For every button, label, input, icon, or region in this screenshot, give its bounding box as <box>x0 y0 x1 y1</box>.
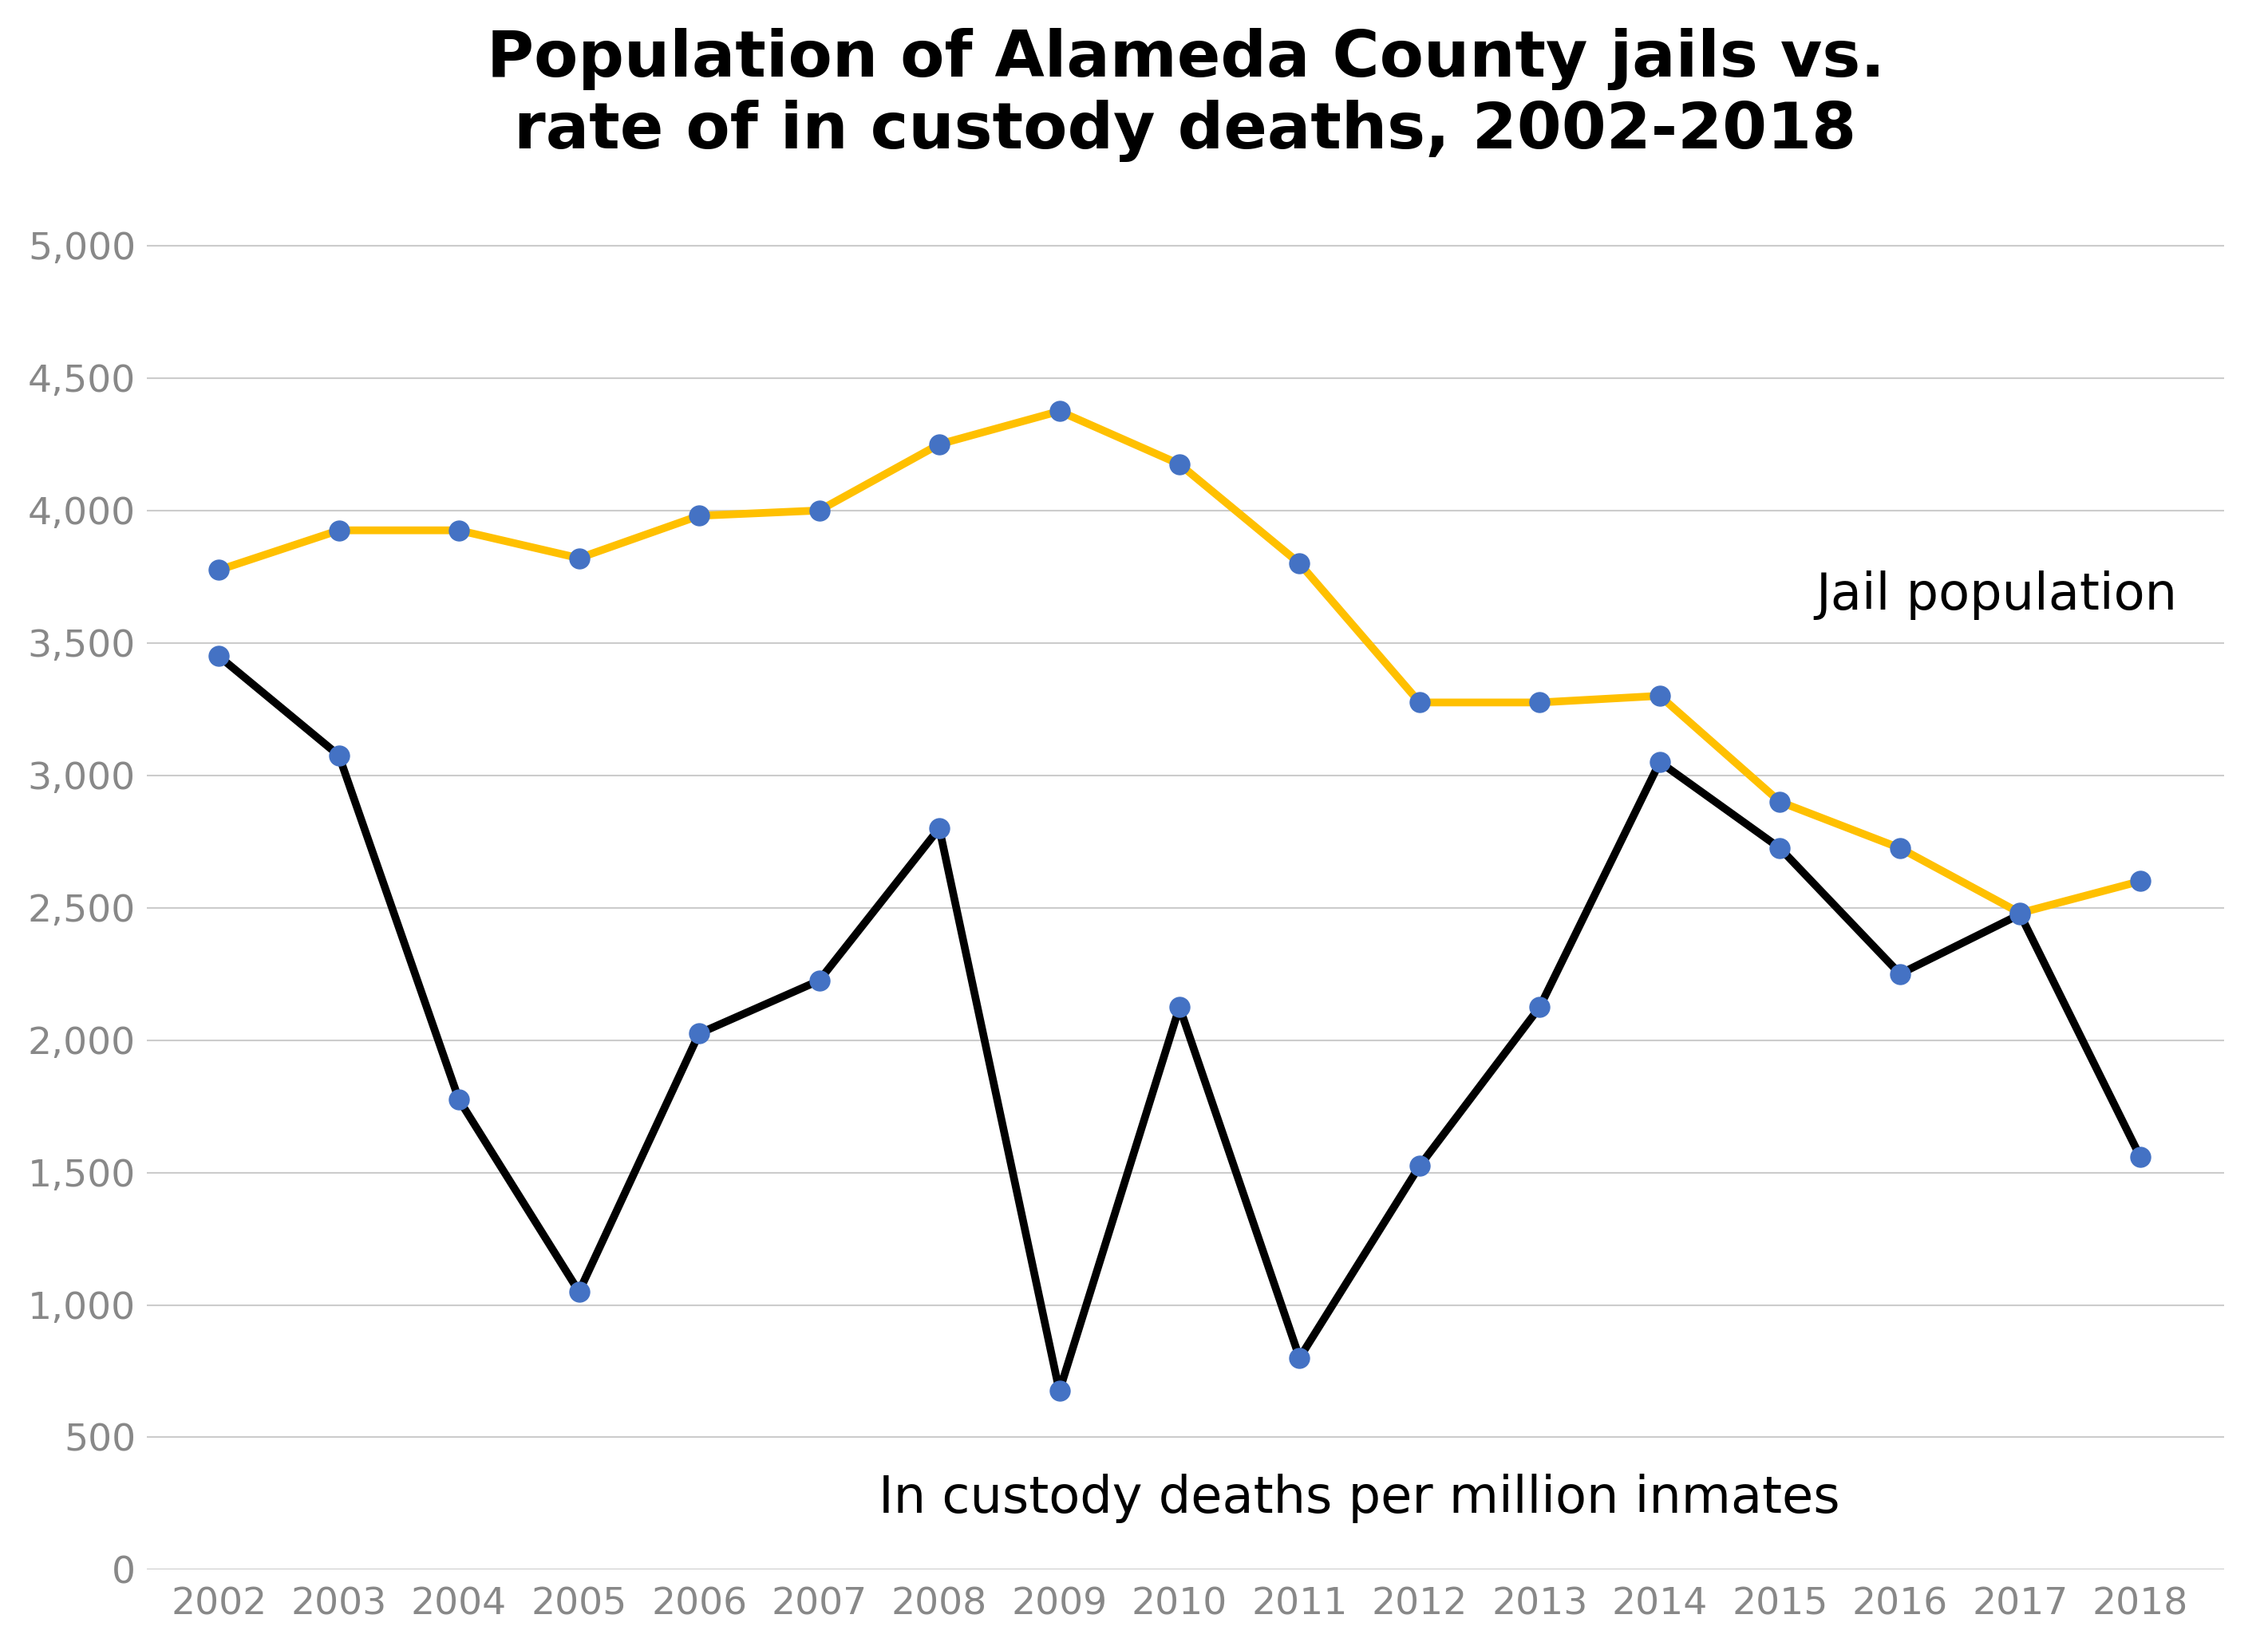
Title: Population of Alameda County jails vs.
rate of in custody deaths, 2002-2018: Population of Alameda County jails vs. r… <box>485 28 1885 162</box>
Text: Jail population: Jail population <box>1817 571 2177 620</box>
Text: In custody deaths per million inmates: In custody deaths per million inmates <box>880 1473 1839 1523</box>
